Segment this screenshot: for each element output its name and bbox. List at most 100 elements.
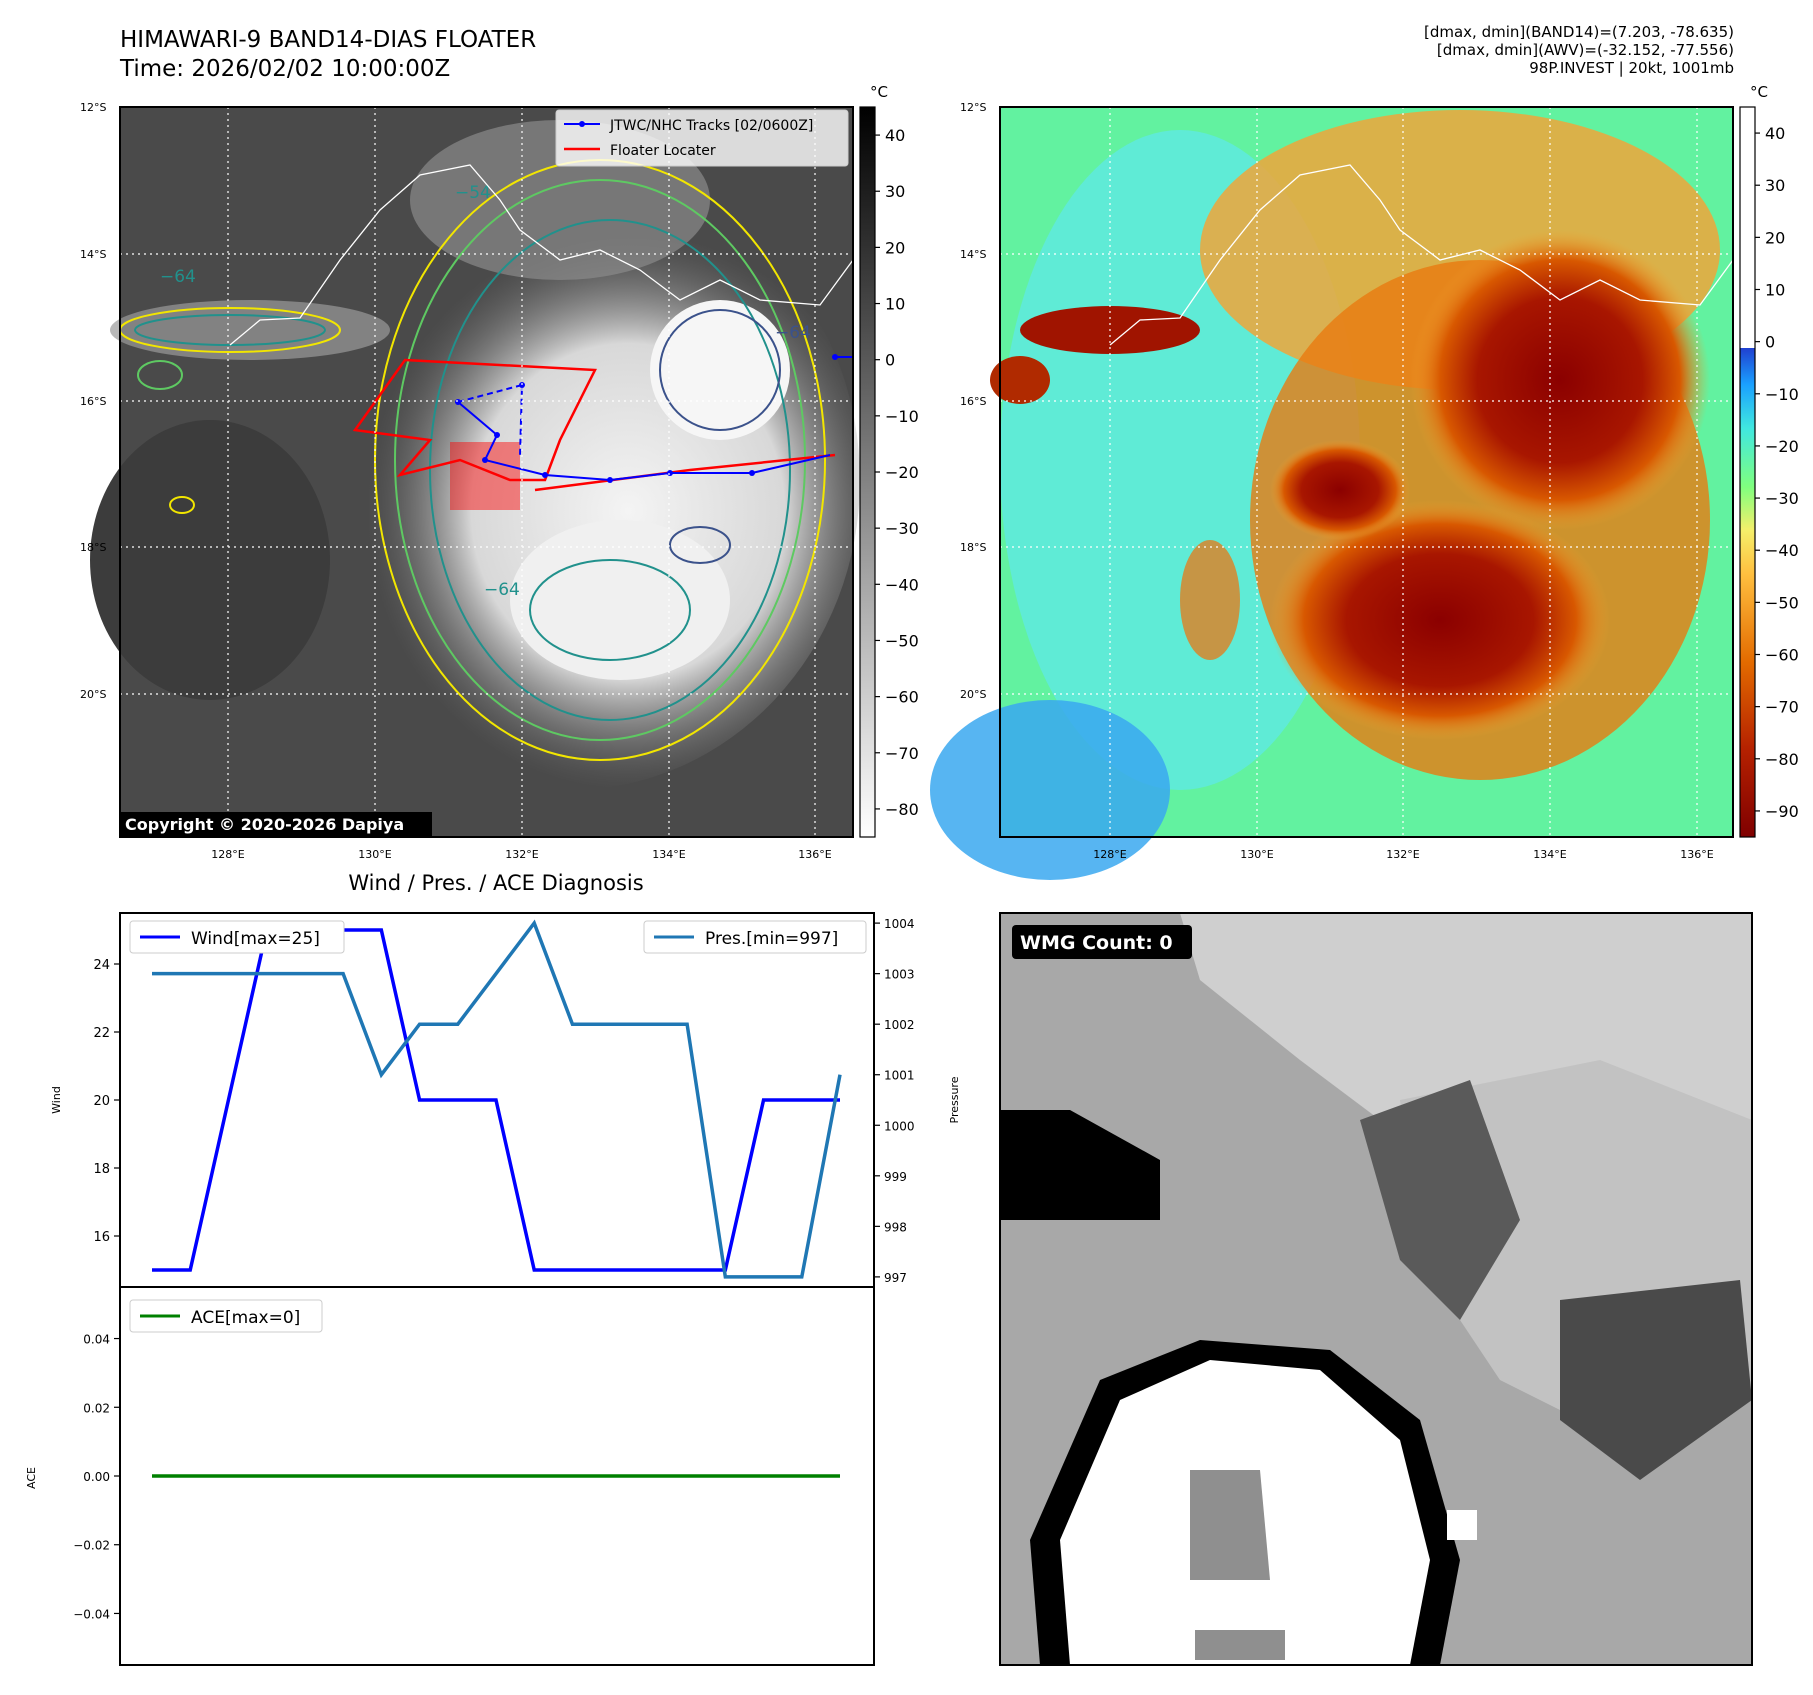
wmg-dark-band <box>1360 1080 1520 1320</box>
awv-cbar-tick-label: −10 <box>1765 385 1799 404</box>
awv-frame <box>999 106 1734 838</box>
awv-map <box>930 106 1734 880</box>
awv-cbar-tick-label: −90 <box>1765 802 1799 821</box>
awv-core-west <box>1270 440 1410 540</box>
wind-tick-label: 20 <box>93 1094 110 1109</box>
pressure-tick-label: 1002 <box>884 1018 915 1032</box>
coastline <box>229 164 854 346</box>
awv-lat-16: 16°S <box>960 395 986 408</box>
awv-cbar-tick-label: 20 <box>1765 228 1785 247</box>
contour-label-2: −64 <box>160 267 196 287</box>
floater-box <box>450 442 520 510</box>
awv-cbar-tick-label: −40 <box>1765 541 1799 560</box>
ace-legend-label: ACE[max=0] <box>191 1308 300 1328</box>
awv-lon-136: 136°E <box>1680 848 1713 861</box>
ace-tick-label: 0.02 <box>83 1401 110 1415</box>
band14-lat-14: 14°S <box>80 248 106 261</box>
jtwc-track <box>457 401 831 482</box>
band14-cbar-tick-label: −50 <box>885 631 919 650</box>
contour-green-west2 <box>137 360 183 390</box>
awv-lat-20: 20°S <box>960 688 986 701</box>
band14-legend: JTWC/NHC Tracks [02/0600Z] Floater Locat… <box>555 109 849 167</box>
awv-core-east <box>1410 230 1710 530</box>
band14-lat-12: 12°S <box>80 101 106 114</box>
awv-core-south <box>1270 500 1610 740</box>
wind-tick-label: 16 <box>93 1230 110 1245</box>
awv-lon-134: 134°E <box>1533 848 1566 861</box>
band14-cbar-tick-label: −60 <box>885 688 919 707</box>
pressure-tick-label: 1001 <box>884 1069 915 1083</box>
wmg-dark-band2 <box>1560 1280 1752 1480</box>
band14-lon-labels: 128°E 130°E 132°E 134°E 136°E <box>211 848 831 861</box>
awv-cbar-tick-label: 10 <box>1765 281 1785 300</box>
wmg-gray-inner <box>1190 1470 1270 1580</box>
awv-cbar-tick-label: −70 <box>1765 698 1799 717</box>
awv-cbar-tick-label: 30 <box>1765 176 1785 195</box>
jtwc-track-points <box>455 354 838 483</box>
legend-tracks-label: JTWC/NHC Tracks [02/0600Z] <box>609 118 813 134</box>
wmg-black-west <box>1000 1110 1160 1220</box>
band14-frame <box>119 106 854 838</box>
band14-cbar-tick-label: −80 <box>885 800 919 819</box>
awv-lat-12: 12°S <box>960 101 986 114</box>
awv-coastline <box>1109 164 1734 346</box>
diagnosis-title: Wind / Pres. / ACE Diagnosis <box>348 871 643 895</box>
band14-cbar-tick-label: 30 <box>885 182 905 201</box>
map-title: HIMAWARI-9 BAND14-DIAS FLOATER Time: 202… <box>120 26 536 84</box>
band14-unit: °C <box>870 83 888 101</box>
copyright-box <box>120 812 432 836</box>
awv-band-west2 <box>990 356 1050 404</box>
band14-lat-labels: 12°S 14°S 16°S 18°S 20°S <box>80 101 106 701</box>
awv-colorbar: °C 40 30 20 10 0 −10 −20 −30 −40 −50 −60 −70 −80 −90 <box>1739 83 1799 838</box>
band14-lon-128: 128°E <box>211 848 244 861</box>
pressure-tick-label: 997 <box>884 1271 907 1285</box>
band14-lat-16: 16°S <box>80 395 106 408</box>
wmg-white-spot <box>1447 1510 1477 1540</box>
awv-cbar-tick-label: −50 <box>1765 593 1799 612</box>
contour-label-4: −64 <box>775 323 811 343</box>
pressure-legend-label: Pres.[min=997] <box>705 929 838 949</box>
pressure-axis-label: Pressure <box>948 1076 961 1123</box>
band14-lat-20: 20°S <box>80 688 106 701</box>
contour-navy-south <box>669 526 731 564</box>
legend-floater-label: Floater Locater <box>610 143 716 159</box>
contour-yellow-small <box>169 496 195 514</box>
pressure-tick-label: 1003 <box>884 968 915 982</box>
wind-tick-label: 18 <box>93 1162 110 1177</box>
band14-lon-130: 130°E <box>358 848 391 861</box>
wind-tick-label: 22 <box>93 1026 110 1041</box>
wind-tick-label: 24 <box>93 958 110 973</box>
wind-pressure-chart: 16 18 20 22 24 997 998 999 1000 1001 1002 1003 1004 <box>93 912 915 1288</box>
band14-cbar-tick-label: −70 <box>885 744 919 763</box>
awv-unit: °C <box>1750 83 1768 101</box>
pressure-tick-label: 1004 <box>884 917 915 931</box>
band14-cbar-tick-label: 10 <box>885 295 905 314</box>
ace-tick-label: −0.02 <box>73 1539 110 1553</box>
band14-cbar-tick-label: 0 <box>885 351 895 370</box>
wmg-gray-inner2 <box>1195 1630 1285 1660</box>
wmg-count-label: WMG Count: 0 <box>1020 932 1173 954</box>
awv-lat-18: 18°S <box>960 541 986 554</box>
stats-band14: [dmax, dmin](BAND14)=(7.203, -78.635) <box>1423 23 1734 41</box>
band14-cbar-tick-label: 20 <box>885 238 905 257</box>
awv-cbar-tick-label: 0 <box>1765 333 1775 352</box>
awv-cbar-tick-label: −30 <box>1765 489 1799 508</box>
awv-lon-132: 132°E <box>1386 848 1419 861</box>
band14-lon-136: 136°E <box>798 848 831 861</box>
wind-axis-label: Wind <box>50 1086 63 1114</box>
band14-lon-132: 132°E <box>505 848 538 861</box>
ace-tick-label: 0.04 <box>83 1333 110 1347</box>
pressure-tick-label: 1000 <box>884 1119 915 1133</box>
map-title-line2: Time: 2026/02/02 10:00:00Z <box>120 56 451 82</box>
contour-label-3: −64 <box>484 580 520 600</box>
awv-cbar-tick-label: −80 <box>1765 750 1799 769</box>
pressure-tick-label: 999 <box>884 1170 907 1184</box>
wmg-panel: WMG Count: 0 <box>999 912 1753 1666</box>
wmg-frame <box>999 912 1753 1666</box>
band14-cbar-tick-label: −40 <box>885 575 919 594</box>
awv-lat-14: 14°S <box>960 248 986 261</box>
ace-axis-label: ACE <box>25 1467 38 1489</box>
map-title-line1: HIMAWARI-9 BAND14-DIAS FLOATER <box>120 27 537 53</box>
pressure-tick-label: 998 <box>884 1220 907 1234</box>
